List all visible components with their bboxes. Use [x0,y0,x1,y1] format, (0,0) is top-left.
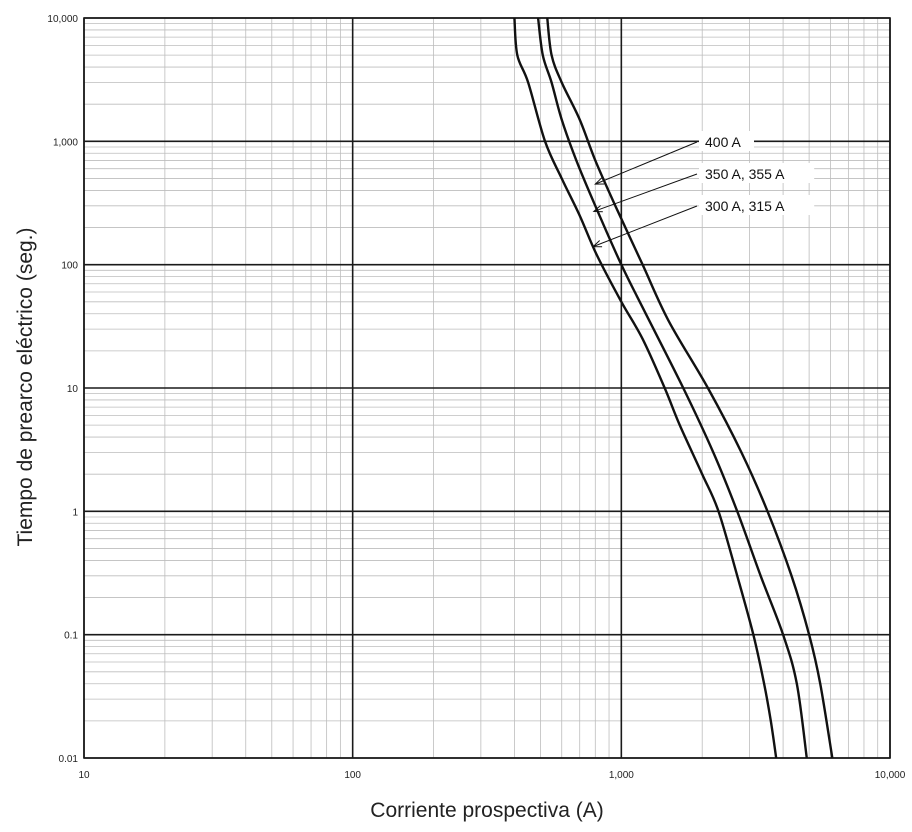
annotation-arrowhead [592,205,603,213]
annotation-leader [592,205,698,248]
y-tick-label: 0.01 [59,754,79,765]
annotation-label: 400 A [705,134,741,150]
y-tick-label: 0.1 [64,631,78,642]
y-axis-title: Tiempo de prearco eléctrico (seg.) [14,227,37,547]
annotation-leader [595,141,698,185]
y-tick-labels: 0.01 0.1 1 10 100 1,000 10,000 [47,14,78,765]
series-line [536,17,808,759]
x-tick-label: 100 [344,770,361,781]
annotation-label-bg [699,131,754,151]
annotation-label: 350 A, 355 A [705,166,785,182]
x-tick-labels: 10 100 1,000 10,000 [78,770,905,781]
series-line [513,17,778,759]
y-tick-label: 1 [72,507,78,518]
x-tick-label: 1,000 [609,770,634,781]
y-tick-label: 10 [67,384,79,395]
y-tick-label: 10,000 [47,14,78,25]
plot-frame [83,17,891,759]
y-tick-label: 1,000 [53,137,78,148]
annotation-layer: 400 A 350 A, 355 A 300 A, 315 A [591,131,815,248]
annotation-label-bg [699,163,815,183]
series-line [546,17,834,759]
series-layer [513,17,834,759]
annotation-arrowhead [594,177,605,185]
x-tick-label: 10,000 [875,770,906,781]
annotation-arrowhead [591,240,603,248]
annotation-label: 300 A, 315 A [705,198,785,214]
x-tick-label: 10 [78,770,90,781]
annotation-label-bg [699,195,815,215]
annotation-leader [593,173,698,212]
y-tick-label: 100 [61,261,78,272]
x-axis-title: Corriente prospectiva (A) [370,799,604,822]
